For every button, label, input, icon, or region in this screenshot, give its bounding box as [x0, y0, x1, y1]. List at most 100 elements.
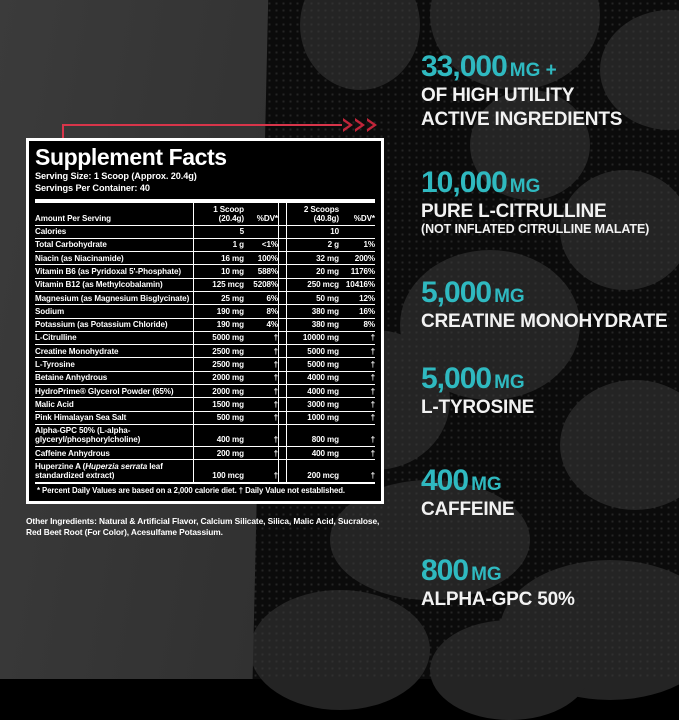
row-amount-scoop1: 2500 mg: [193, 358, 244, 371]
row-name: Potassium (as Potassium Chloride): [35, 320, 168, 330]
chevron-right-icon: [355, 118, 366, 133]
table-row: HydroPrime® Glycerol Powder (65%) 2000 mg…: [35, 384, 375, 398]
highlight-callouts: 33,000 MG + OF HIGH UTILITY ACTIVE INGREDIE…: [421, 0, 679, 679]
table-row: Sodium 190 mg 8% 380 mg 16%: [35, 305, 375, 318]
highlight-callout: 10,000 MG PURE L-CITRULLINE (NOT INFLATED C…: [421, 168, 679, 237]
column-header-amount: Amount Per Serving: [35, 213, 112, 223]
row-divider: [35, 370, 375, 372]
row-dv-scoop1: 8%: [266, 306, 279, 316]
row-name: Vitamin B6 (as Pyridoxal 5'-Phosphate): [35, 267, 181, 277]
footnote: * Percent Daily Values are based on a 2,…: [37, 486, 345, 496]
row-amount-scoop1: 500 mg: [193, 411, 244, 424]
column-gap: [278, 447, 287, 460]
highlight-callout: 33,000 MG + OF HIGH UTILITY ACTIVE INGREDIE…: [421, 52, 679, 131]
row-amount-scoop1: 5000 mg: [193, 331, 244, 345]
row-dv-scoop1: †: [273, 386, 279, 396]
highlight-name-line1: ALPHA-GPC 50%: [421, 589, 575, 610]
highlight-amount-value: 400: [421, 464, 469, 497]
row-name: Total Carbohydrate: [35, 240, 107, 250]
row-dv-scoop2: †: [370, 470, 376, 480]
column-gap: [278, 305, 287, 318]
row-dv-scoop2: 10416%: [345, 280, 375, 290]
row-dv-scoop1: †: [273, 373, 279, 383]
accent-vertical-line: [62, 124, 64, 144]
row-dv-scoop2: †: [370, 346, 376, 356]
row-divider: [35, 446, 375, 448]
row-divider: [35, 290, 375, 292]
row-divider: [35, 410, 375, 412]
row-dv-scoop2: †: [370, 448, 376, 458]
row-amount-scoop2: 1000 mg: [307, 413, 339, 423]
highlight-amount: 400 MG: [421, 466, 679, 496]
column-header-scoop1: 1 Scoop (20.4g): [193, 202, 244, 225]
accent-horizontal-line: [62, 124, 342, 126]
table-row: Vitamin B12 (as Methylcobalamin) 125 mcg 5…: [35, 278, 375, 291]
row-dv-scoop1: <1%: [261, 240, 278, 250]
row-amount-scoop1: 2500 mg: [193, 345, 244, 358]
servings-per-container: Servings Per Container: 40: [35, 183, 150, 194]
row-amount-scoop1: 400 mg: [193, 424, 244, 447]
row-dv-scoop2: †: [370, 333, 376, 343]
column-gap: [278, 265, 287, 278]
row-dv-scoop1: †: [273, 448, 279, 458]
column-gap: [278, 384, 287, 398]
row-amount-scoop1: 125 mcg: [193, 278, 244, 291]
table-row: Potassium (as Potassium Chloride) 190 mg 4…: [35, 318, 375, 331]
row-divider: [35, 237, 375, 239]
serving-size: Serving Size: 1 Scoop (Approx. 20.4g): [35, 171, 197, 182]
row-dv-scoop1: †: [273, 413, 279, 423]
row-amount-scoop2: 20 mg: [316, 267, 339, 277]
highlight-amount-unit: MG: [471, 474, 502, 495]
row-dv-scoop2: †: [370, 359, 376, 369]
row-divider: [35, 459, 375, 461]
table-row: Total Carbohydrate 1 g <1% 2 g 1%: [35, 238, 376, 252]
highlight-callout: 800 MG ALPHA-GPC 50%: [421, 556, 679, 611]
row-amount-scoop2: 10000 mg: [302, 333, 339, 343]
chevron-right-icon: [343, 118, 354, 133]
row-amount-scoop2: 380 mg: [311, 306, 339, 316]
row-dv-scoop2: 16%: [359, 306, 375, 316]
row-amount-scoop1: 1500 mg: [193, 398, 244, 411]
highlight-amount-value: 5,000: [421, 362, 492, 395]
table-row: Malic Acid 1500 mg † 3000 mg †: [35, 398, 375, 411]
column-gap: [278, 291, 287, 305]
row-dv-scoop2: †: [370, 373, 376, 383]
row-divider: [35, 251, 375, 253]
table-header-row: Amount Per Serving 1 Scoop (20.4g) %DV* 2 S…: [35, 202, 375, 225]
row-amount-scoop2: 32 mg: [316, 253, 339, 263]
highlight-name-line1: L-TYROSINE: [421, 397, 535, 418]
table-row: Pink Himalayan Sea Salt 500 mg † 1000 mg †: [35, 411, 375, 424]
row-divider: [35, 330, 375, 332]
row-amount-scoop2: 5000 mg: [307, 346, 339, 356]
row-name: L-Citrulline: [35, 333, 77, 343]
row-dv-scoop1: †: [273, 346, 279, 356]
row-divider: [35, 423, 375, 425]
row-amount-scoop1: 5: [193, 225, 244, 238]
row-amount-scoop1: 2000 mg: [193, 384, 244, 398]
page-title: Supplement Facts: [35, 144, 227, 170]
column-gap: [278, 371, 287, 384]
column-gap: [278, 411, 287, 424]
table-row: L-Citrulline 5000 mg † 10000 mg †: [35, 331, 376, 345]
row-amount-scoop2: 2 g: [327, 240, 340, 250]
highlight-amount-unit: MG: [509, 176, 541, 197]
row-name: Vitamin B12 (as Methylcobalamin): [35, 280, 163, 290]
row-name: Huperzine A (Huperzia serrata leaf stand…: [35, 461, 163, 480]
row-name: Caffeine Anhydrous: [35, 448, 110, 458]
column-gap: [278, 331, 287, 345]
row-dv-scoop1: 6%: [266, 293, 279, 303]
row-dv-scoop2: 1%: [363, 240, 376, 250]
table-row: Caffeine Anhydrous 200 mg † 400 mg †: [35, 447, 376, 460]
row-dv-scoop1: 5208%: [253, 280, 278, 290]
column-gap: [278, 345, 287, 358]
row-name: L-Tyrosine: [35, 359, 75, 369]
row-dv-scoop1: 100%: [257, 253, 278, 263]
row-divider: [35, 264, 375, 266]
other-ingredients: Other Ingredients: Natural & Artificial …: [26, 516, 380, 538]
row-divider: [35, 277, 375, 279]
row-divider: [35, 304, 375, 306]
column-gap: [278, 318, 287, 331]
row-name: Pink Himalayan Sea Salt: [35, 413, 127, 423]
table-row: Betaine Anhydrous 2000 mg † 4000 mg †: [35, 371, 376, 384]
row-dv-scoop1: 588%: [257, 267, 278, 277]
